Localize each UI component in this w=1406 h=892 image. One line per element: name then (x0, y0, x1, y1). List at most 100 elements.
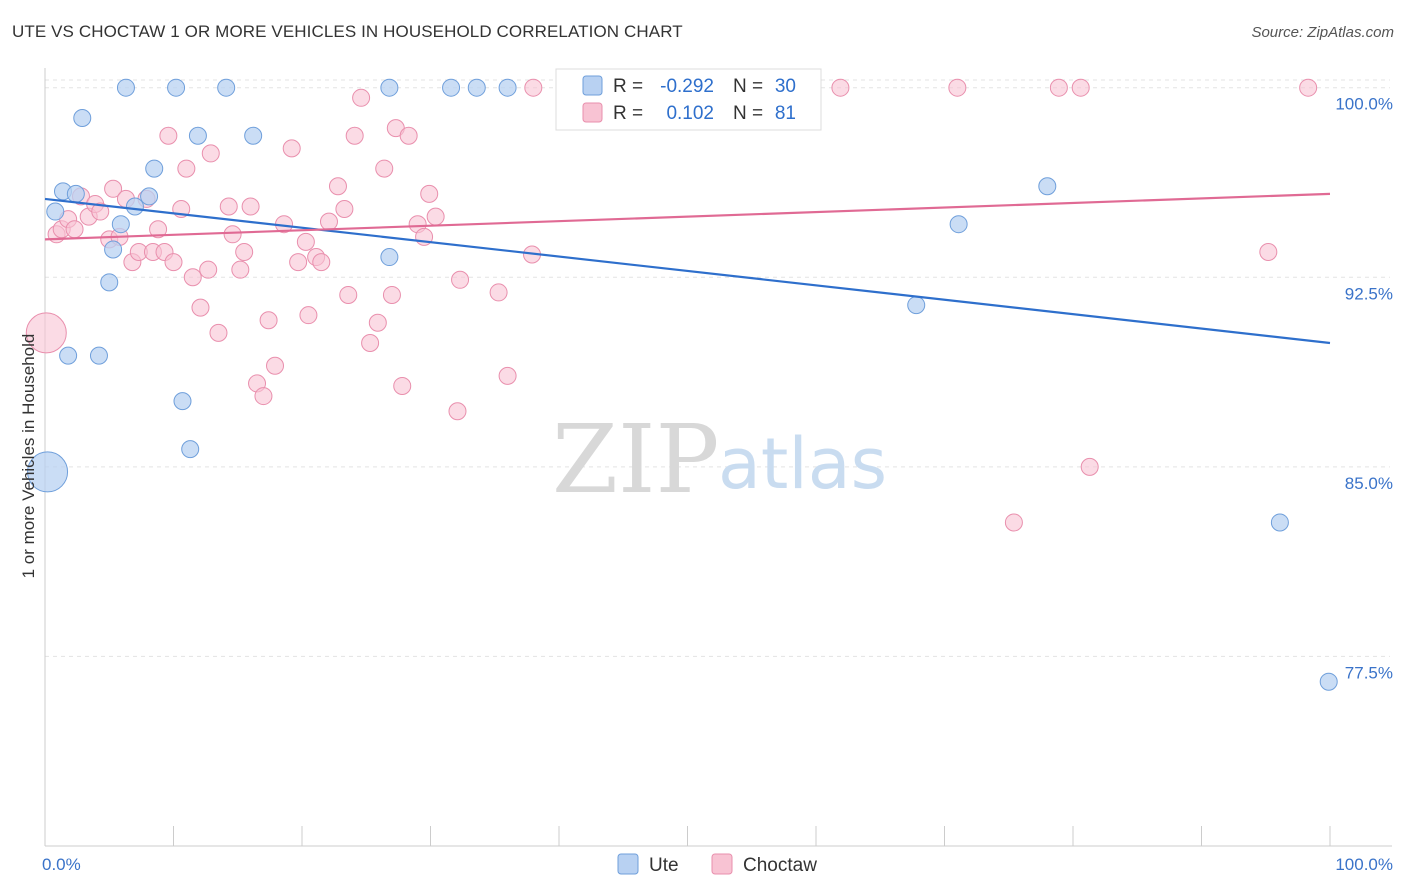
ute-point-30 (1319, 672, 1338, 691)
legend-choctaw-n-value: 81 (775, 103, 796, 124)
choctaw-point-64 (498, 366, 517, 385)
choctaw-point-75 (1080, 457, 1099, 476)
choctaw-point-23 (183, 268, 202, 287)
choctaw-point-66 (524, 78, 543, 97)
choctaw-trend-line (44, 192, 1331, 241)
choctaw-point-20 (164, 253, 183, 272)
watermark: ZIP atlas (552, 405, 887, 515)
choctaw-point-74 (1071, 78, 1090, 97)
ute-point-18 (217, 78, 236, 97)
choctaw-point-59 (420, 184, 439, 203)
choctaw-point-56 (399, 126, 418, 145)
ute-points (27, 78, 1338, 691)
choctaw-point-27 (209, 323, 228, 342)
choctaw-points (25, 78, 1318, 532)
y-tick-label-2: 85.0% (1345, 474, 1393, 493)
choctaw-point-76 (1259, 242, 1278, 261)
y-axis-label: 1 or more Vehicles in Household (19, 334, 38, 579)
choctaw-point-53 (382, 285, 401, 304)
ute-point-25 (380, 248, 399, 267)
choctaw-point-72 (1004, 513, 1023, 532)
choctaw-point-61 (448, 402, 467, 421)
ute-point-15 (173, 392, 192, 411)
choctaw-point-44 (319, 212, 338, 231)
watermark-zip: ZIP (552, 405, 719, 515)
choctaw-point-32 (241, 197, 260, 216)
choctaw-point-4 (65, 220, 84, 239)
choctaw-point-62 (451, 270, 470, 289)
ute-point-23 (498, 78, 517, 97)
ute-point-0 (27, 451, 69, 493)
ute-point-6 (89, 346, 108, 365)
ute-point-8 (100, 273, 119, 292)
ute-point-12 (140, 187, 159, 206)
bottom-legend-choctaw-swatch (711, 853, 733, 875)
bottom-legend: Ute Choctaw (617, 853, 817, 876)
choctaw-point-47 (339, 285, 358, 304)
bottom-legend-choctaw-label: Choctaw (743, 855, 817, 876)
ute-point-9 (111, 215, 130, 234)
grid-lines (45, 79, 1390, 657)
choctaw-point-35 (259, 311, 278, 330)
choctaw-point-41 (299, 306, 318, 325)
ute-point-1 (46, 202, 65, 221)
choctaw-point-34 (254, 387, 273, 406)
ute-point-21 (442, 78, 461, 97)
ute-point-19 (244, 126, 263, 145)
choctaw-point-36 (266, 356, 285, 375)
bottom-legend-ute-swatch (617, 853, 639, 875)
legend-choctaw-r-value: 0.102 (666, 103, 714, 124)
ute-trend-line (44, 197, 1331, 345)
ute-point-16 (181, 440, 200, 459)
chart-title: UTE VS CHOCTAW 1 OR MORE VEHICLES IN HOU… (12, 22, 683, 41)
choctaw-point-60 (426, 207, 445, 226)
ute-point-29 (1270, 513, 1289, 532)
choctaw-point-55 (393, 376, 412, 395)
ute-point-3 (59, 346, 78, 365)
y-tick-label-0: 100.0% (1335, 95, 1393, 114)
trend-lines (44, 192, 1331, 345)
ute-point-26 (907, 296, 926, 315)
watermark-atlas: atlas (718, 423, 887, 505)
ute-point-28 (1038, 177, 1057, 196)
choctaw-point-31 (235, 242, 254, 261)
ute-point-20 (380, 78, 399, 97)
legend-choctaw-swatch (582, 102, 603, 123)
choctaw-point-43 (312, 253, 331, 272)
ute-point-14 (167, 78, 186, 97)
legend-choctaw-r-label: R = (613, 103, 643, 124)
ute-point-27 (949, 215, 968, 234)
choctaw-point-51 (368, 313, 387, 332)
legend-ute-r-label: R = (613, 76, 643, 97)
bottom-legend-ute-label: Ute (649, 855, 679, 876)
tick-labels: 100.0% 92.5% 85.0% 77.5% 0.0% 100.0% (42, 95, 1393, 874)
legend-ute-swatch (582, 75, 603, 96)
choctaw-point-19 (159, 126, 178, 145)
choctaw-point-38 (282, 139, 301, 158)
ute-point-7 (104, 240, 123, 259)
choctaw-point-71 (948, 78, 967, 97)
choctaw-point-70 (831, 78, 850, 97)
ute-point-11 (125, 197, 144, 216)
y-tick-label-1: 92.5% (1345, 284, 1393, 303)
legend-ute-n-label: N = (733, 76, 763, 97)
x-tick-label-1: 100.0% (1335, 855, 1393, 874)
ute-point-10 (116, 78, 135, 97)
stats-legend: R = -0.292 N = 30 R = 0.102 N = 81 (555, 68, 822, 131)
ute-point-13 (145, 159, 164, 178)
choctaw-point-48 (345, 126, 364, 145)
choctaw-point-10 (104, 179, 123, 198)
choctaw-point-26 (201, 144, 220, 163)
choctaw-point-50 (361, 333, 380, 352)
choctaw-point-45 (328, 177, 347, 196)
choctaw-point-24 (191, 298, 210, 317)
choctaw-point-40 (296, 232, 315, 251)
legend-choctaw-n-label: N = (733, 103, 763, 124)
choctaw-point-8 (91, 202, 110, 221)
choctaw-point-17 (149, 220, 168, 239)
ute-point-17 (188, 126, 207, 145)
choctaw-point-28 (219, 197, 238, 216)
choctaw-point-63 (489, 283, 508, 302)
legend-ute-n-value: 30 (775, 76, 796, 97)
